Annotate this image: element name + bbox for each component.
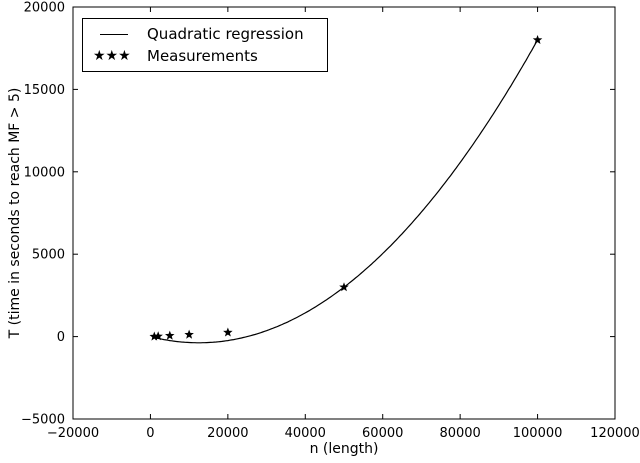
y-axis-label: T (time in seconds to reach MF > 5) xyxy=(7,87,23,339)
legend-entry-measurements: ★★★ Measurements xyxy=(89,45,321,67)
legend-label-measurements: Measurements xyxy=(147,47,258,65)
y-tick-label: 20000 xyxy=(24,1,65,16)
x-axis-label: n (length) xyxy=(309,441,379,457)
x-tick-label: 80000 xyxy=(439,426,480,441)
plot-frame xyxy=(72,6,616,420)
x-tick-label: 120000 xyxy=(590,426,640,441)
y-tick-label: 10000 xyxy=(24,165,65,180)
x-tick-label: 0 xyxy=(146,426,154,441)
legend-line-marker xyxy=(93,33,139,35)
measurement-star xyxy=(532,35,543,44)
y-tick-label: 5000 xyxy=(32,248,65,263)
measurement-star xyxy=(149,331,160,341)
x-tick-label: 100000 xyxy=(513,426,563,441)
measurement-star xyxy=(184,329,194,339)
x-tick-label: 60000 xyxy=(362,426,403,441)
x-tick-label: 40000 xyxy=(285,426,326,441)
measurement-star xyxy=(339,282,349,292)
measurement-star xyxy=(153,331,163,341)
y-tick-label: 0 xyxy=(57,330,65,345)
y-tick-label: −5000 xyxy=(21,413,65,428)
legend: Quadratic regression ★★★ Measurements xyxy=(82,18,328,72)
legend-star-marker: ★★★ xyxy=(93,49,139,63)
measurement-star xyxy=(223,327,233,337)
legend-entry-regression: Quadratic regression xyxy=(89,23,321,45)
y-tick-label: 15000 xyxy=(24,83,65,98)
x-tick-label: 20000 xyxy=(207,426,248,441)
legend-label-regression: Quadratic regression xyxy=(147,25,304,43)
measurement-star xyxy=(165,330,175,340)
star-markers-icon: ★★★ xyxy=(93,48,131,64)
regression-curve xyxy=(152,39,539,344)
x-tick-label: −20000 xyxy=(47,426,99,441)
line-sample-icon xyxy=(100,33,128,35)
